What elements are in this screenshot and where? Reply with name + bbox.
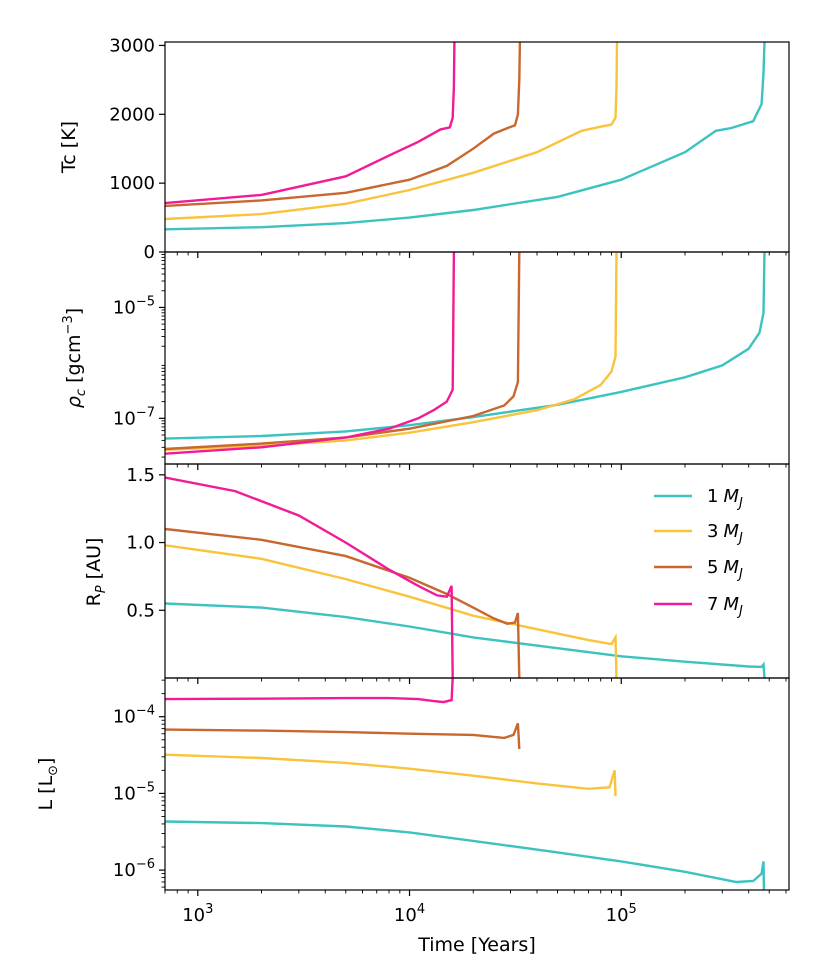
- y-axis-ticks: 10−6 10−5 10−4: [113, 679, 165, 888]
- y-tick-label: 1000: [109, 173, 155, 194]
- panel-lum: 10−6 10−5 10−4 L [L⊙]: [35, 677, 790, 896]
- legend-entry-3mj: 3 MJ: [654, 521, 743, 546]
- y-tick-label: 10−5: [113, 294, 155, 318]
- x-axis-label: Time [Years]: [417, 934, 536, 956]
- y-axis-ticks: 10−7 10−5: [113, 254, 165, 458]
- panel-frame: [164, 677, 790, 891]
- x-tick-label: 104: [394, 902, 425, 926]
- y-tick-label: 10−4: [113, 704, 155, 728]
- x-axis: 103 104 105: [182, 902, 637, 926]
- x-minor-ticks: [164, 464, 787, 470]
- series-line-7mj: [165, 678, 454, 704]
- ylabel-tc: Tc [K]: [58, 121, 80, 174]
- legend-label-7mj: 7 MJ: [707, 594, 743, 619]
- ylabel-rho: ρc [gcm−3]: [61, 308, 89, 408]
- x-minor-ticks: [164, 890, 787, 896]
- series-line-1mj: [165, 820, 766, 890]
- y-axis-ticks: 0 1000 2000 3000: [109, 35, 165, 263]
- series-line-3mj: [165, 42, 619, 221]
- y-tick-label: 1.5: [126, 465, 155, 486]
- series-line-7mj: [165, 252, 456, 455]
- y-tick-label: 10−7: [113, 405, 155, 429]
- series-line-3mj: [165, 544, 618, 678]
- x-tick-label: 103: [182, 902, 213, 926]
- series-line-1mj: [165, 252, 766, 440]
- legend-label-3mj: 3 MJ: [707, 521, 743, 546]
- y-tick-label: 10−5: [113, 780, 155, 804]
- panel-frame: [164, 463, 790, 679]
- y-tick-label: 0.5: [126, 600, 155, 621]
- legend-label-5mj: 5 MJ: [707, 557, 743, 582]
- y-tick-label: 2000: [109, 104, 155, 125]
- series-line-7mj: [165, 42, 456, 205]
- x-minor-ticks: [164, 678, 787, 684]
- panel-rho: 10−7 10−5 ρc [gcm−3]: [61, 251, 790, 470]
- legend: 1 MJ 3 MJ 5 MJ 7 MJ: [654, 486, 743, 619]
- panel-rp: 0.5 1.0 1.5 RP [AU] 1 MJ 3 MJ 5 MJ 7 MJ: [83, 463, 790, 684]
- ylabel-rp: RP [AU]: [83, 538, 109, 607]
- y-tick-label: 1.0: [126, 533, 155, 554]
- y-tick-label: 0: [144, 242, 155, 263]
- legend-label-1mj: 1 MJ: [707, 486, 743, 511]
- y-axis-ticks: 0.5 1.0 1.5: [126, 465, 165, 621]
- y-tick-label: 10−6: [113, 857, 155, 881]
- ylabel-lum: L [L⊙]: [35, 758, 61, 811]
- panel-frame: [164, 251, 790, 465]
- x-minor-ticks: [164, 252, 787, 258]
- legend-entry-7mj: 7 MJ: [654, 594, 743, 619]
- x-tick-label: 105: [606, 902, 637, 926]
- series-line-1mj: [165, 42, 766, 231]
- series-line-5mj: [165, 252, 521, 451]
- series-line-3mj: [165, 753, 617, 797]
- series-line-3mj: [165, 252, 618, 451]
- series-line-5mj: [165, 722, 521, 750]
- series-line-1mj: [165, 602, 766, 678]
- series-line-5mj: [165, 527, 521, 678]
- series-line-7mj: [165, 476, 454, 678]
- series-line-5mj: [165, 42, 522, 208]
- legend-entry-5mj: 5 MJ: [654, 557, 743, 582]
- y-tick-label: 3000: [109, 35, 155, 56]
- legend-entry-1mj: 1 MJ: [654, 486, 743, 511]
- panel-tc: 0 1000 2000 3000 Tc [K]: [58, 35, 790, 263]
